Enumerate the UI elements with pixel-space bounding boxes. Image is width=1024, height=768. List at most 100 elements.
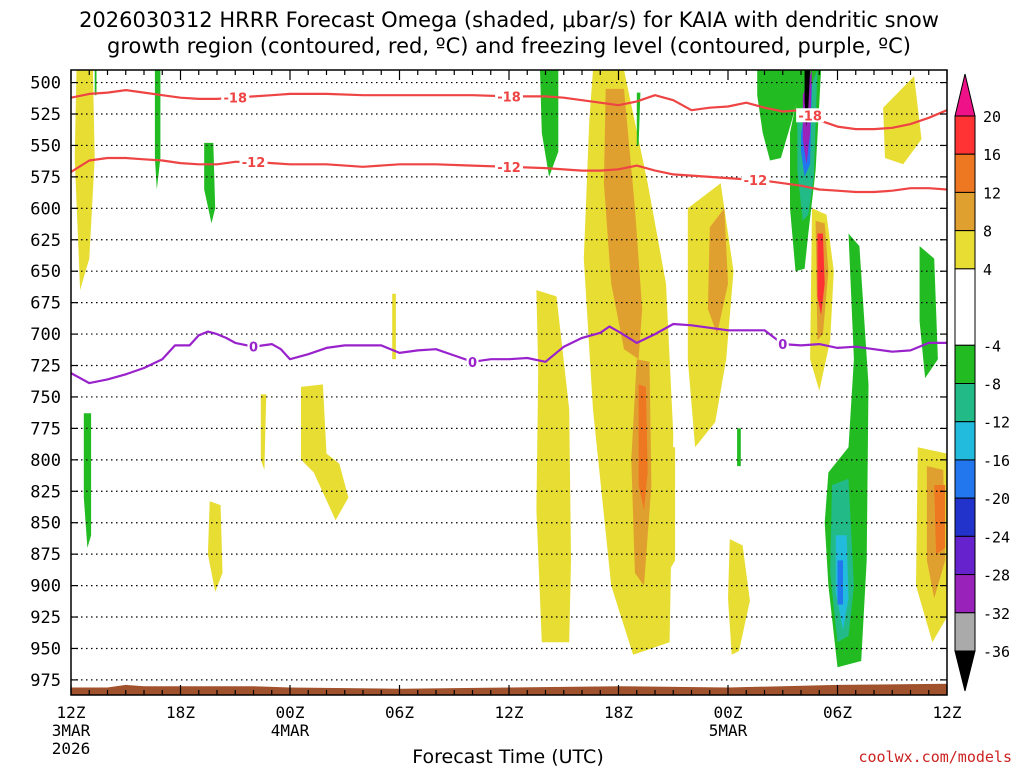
colorbar-label-13: -36 <box>983 643 1010 661</box>
colorbar-segment-0 <box>954 115 976 155</box>
colorbar-label-11: -28 <box>983 567 1010 585</box>
colorbar-label-12: -32 <box>983 605 1010 623</box>
omega-shade-18 <box>728 539 750 655</box>
colorbar-label-4: 4 <box>983 261 992 279</box>
colorbar-label-8: -16 <box>983 452 1010 470</box>
omega-shade-34 <box>883 76 922 165</box>
contour-label-bg-1-0 <box>239 154 268 169</box>
contour-label-bg-2-2 <box>776 337 789 352</box>
contour-label-2-1: 0 <box>468 356 477 371</box>
omega-shade-7 <box>392 293 396 360</box>
x-tick-label-0: 12Z <box>57 703 86 722</box>
omega-shade-33 <box>837 560 843 605</box>
plot-inner: -18 -18 -18 -12 -12 -12 0 0 0 <box>71 70 947 695</box>
y-tick-label-650: 650 <box>30 262 61 282</box>
colorbar-segment-7 <box>954 421 976 461</box>
x-tick-label-5: 18Z <box>604 703 633 722</box>
y-tick-label-625: 625 <box>30 231 61 251</box>
colorbar-label-6: -8 <box>983 376 1001 394</box>
omega-shade-14 <box>636 92 641 146</box>
contour-label-bg-1-1 <box>495 159 523 174</box>
omega-shade-12 <box>638 384 648 511</box>
omega-shade-17 <box>707 208 728 335</box>
omega-shade-39 <box>94 70 97 96</box>
contour-label-bg-0-0 <box>221 90 250 105</box>
contour-label-bg-2-1 <box>466 354 479 369</box>
omega-shade-2 <box>204 142 216 224</box>
y-tick-label-950: 950 <box>30 639 61 659</box>
colorbar-label-2: 12 <box>983 184 1001 202</box>
x-tick-label-4: 12Z <box>495 703 524 722</box>
omega-shade-5 <box>260 394 267 470</box>
colorbar-segment-9 <box>954 497 976 537</box>
colorbar-segment-2 <box>954 191 976 232</box>
y-tick-label-750: 750 <box>30 388 61 408</box>
credit-text: coolwx.com/models <box>858 748 1012 766</box>
omega-shade-15 <box>662 447 676 573</box>
y-tick-label-500: 500 <box>30 74 61 94</box>
y-tick-label-550: 550 <box>30 136 61 156</box>
x-tick-year-0: 2026 <box>52 739 91 758</box>
contour-label-1-0: -12 <box>242 156 266 171</box>
y-tick-label-975: 975 <box>30 671 61 691</box>
y-tick-label-575: 575 <box>30 168 61 188</box>
x-tick-label-8: 12Z <box>933 703 962 722</box>
colorbar-segment-4 <box>954 268 976 346</box>
contour-label-0-1: -18 <box>497 90 521 105</box>
colorbar-segment-6 <box>954 383 976 423</box>
contour-label-bg-1-2 <box>741 173 770 188</box>
colorbar-top-cap <box>954 73 976 117</box>
omega-shade-38 <box>934 485 946 555</box>
colorbar-segment-8 <box>954 459 976 499</box>
y-tick-label-850: 850 <box>30 514 61 534</box>
x-axis-label: Forecast Time (UTC) <box>412 746 603 768</box>
contour-label-bg-0-1 <box>495 89 523 104</box>
contour-label-0-2: -18 <box>798 109 822 124</box>
colorbar-segment-5 <box>954 344 976 384</box>
x-tick-label-6: 00Z <box>714 703 743 722</box>
chart-title-line1: 2026030312 HRRR Forecast Omega (shaded, … <box>79 8 939 32</box>
colorbar-segment-10 <box>954 535 976 576</box>
colorbar: 20 16 12 8 4 -4 -8 -12 -16 -20 -24 -28 -32 -36 <box>954 73 1010 692</box>
y-tick-label-875: 875 <box>30 545 61 565</box>
contour-label-0-0: -18 <box>224 92 248 107</box>
colorbar-label-5: -4 <box>983 337 1001 355</box>
y-tick-label-800: 800 <box>30 451 61 471</box>
omega-shade-13 <box>540 70 559 177</box>
contour-line-1 <box>71 156 947 194</box>
x-tick-label-2: 00Z <box>276 703 305 722</box>
colorbar-label-1: 16 <box>983 146 1001 164</box>
contour-label-bg-0-2 <box>796 108 825 123</box>
x-tick-date-0: 3MAR <box>52 721 91 740</box>
omega-shade-0 <box>74 70 95 291</box>
x-tick-label-1: 18Z <box>166 703 195 722</box>
colorbar-label-7: -12 <box>983 414 1010 432</box>
omega-shade-10 <box>603 88 643 360</box>
omega-shade-29 <box>819 258 823 291</box>
x-tick-label-7: 06Z <box>823 703 852 722</box>
contour-label-1-1: -12 <box>497 161 521 176</box>
omega-shade-1 <box>154 70 161 190</box>
y-tick-label-700: 700 <box>30 325 61 345</box>
y-tick-label-675: 675 <box>30 294 61 314</box>
colorbar-segment-11 <box>954 574 976 614</box>
colorbar-segment-3 <box>954 230 976 270</box>
colorbar-label-9: -20 <box>983 490 1010 508</box>
contour-label-bg-2-0 <box>247 339 260 354</box>
omega-shade-19 <box>737 428 741 467</box>
contour-label-2-2: 0 <box>778 338 787 353</box>
omega-shade-3 <box>83 413 92 548</box>
colorbar-label-3: 8 <box>983 223 992 241</box>
y-tick-label-900: 900 <box>30 577 61 597</box>
colorbar-segment-1 <box>954 153 976 193</box>
y-tick-label-600: 600 <box>30 199 61 219</box>
y-tick-label-725: 725 <box>30 357 61 377</box>
omega-shade-9 <box>583 70 674 655</box>
omega-shade-20 <box>757 70 805 161</box>
x-tick-date-2: 4MAR <box>271 721 310 740</box>
omega-shade-4 <box>207 501 223 592</box>
colorbar-label-0: 20 <box>983 108 1001 126</box>
x-tick-date-6: 5MAR <box>709 721 748 740</box>
